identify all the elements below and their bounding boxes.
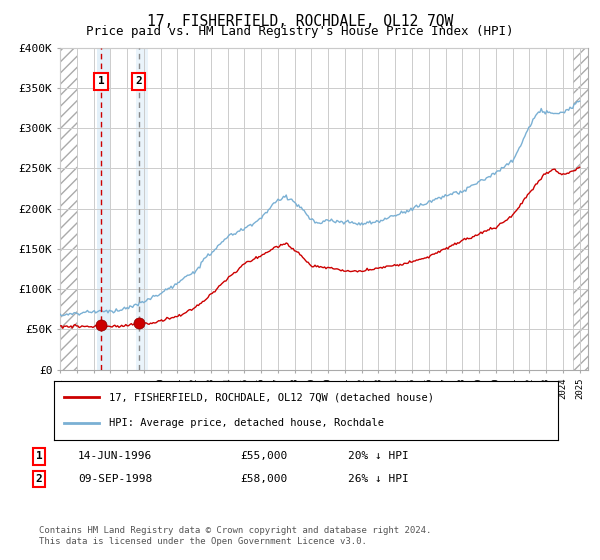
Text: 1: 1: [98, 76, 104, 86]
Text: 2: 2: [35, 474, 43, 484]
Text: 26% ↓ HPI: 26% ↓ HPI: [348, 474, 409, 484]
Bar: [97, 48, 110, 370]
Text: Contains HM Land Registry data © Crown copyright and database right 2024.
This d: Contains HM Land Registry data © Crown c…: [39, 526, 431, 546]
Text: 14-JUN-1996: 14-JUN-1996: [78, 451, 152, 461]
Bar: [573, 48, 588, 370]
Text: Price paid vs. HM Land Registry's House Price Index (HPI): Price paid vs. HM Land Registry's House …: [86, 25, 514, 38]
Text: 20% ↓ HPI: 20% ↓ HPI: [348, 451, 409, 461]
Text: £58,000: £58,000: [240, 474, 287, 484]
Text: 09-SEP-1998: 09-SEP-1998: [78, 474, 152, 484]
Text: 2: 2: [135, 76, 142, 86]
Text: 1: 1: [35, 451, 43, 461]
Bar: [60, 48, 77, 370]
Text: HPI: Average price, detached house, Rochdale: HPI: Average price, detached house, Roch…: [109, 418, 385, 428]
Text: 17, FISHERFIELD, ROCHDALE, OL12 7QW (detached house): 17, FISHERFIELD, ROCHDALE, OL12 7QW (det…: [109, 392, 434, 402]
Text: £55,000: £55,000: [240, 451, 287, 461]
Text: 17, FISHERFIELD, ROCHDALE, OL12 7QW: 17, FISHERFIELD, ROCHDALE, OL12 7QW: [147, 14, 453, 29]
Bar: [136, 48, 148, 370]
